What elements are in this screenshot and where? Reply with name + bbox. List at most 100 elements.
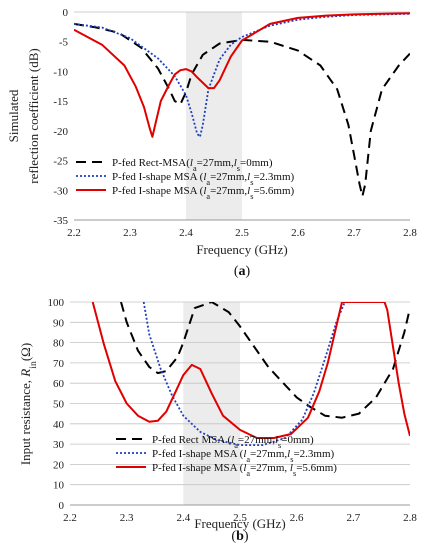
- series-line-3: [74, 12, 410, 138]
- legend-label-part: a: [206, 192, 210, 201]
- y-axis-label: reflection coefficient (dB): [26, 48, 41, 183]
- y-tick-label: -30: [53, 185, 68, 197]
- x-axis-label: Frequency (GHz): [194, 516, 285, 531]
- panel-label-part: ): [244, 529, 249, 544]
- legend-label-part: l: [247, 171, 250, 183]
- y-tick-label: 60: [53, 378, 65, 390]
- series-line-3: [91, 302, 410, 439]
- x-tick-label: 2.6: [291, 227, 305, 239]
- series-line-2: [74, 12, 410, 138]
- y-tick-label: -15: [53, 96, 68, 108]
- legend-label-3: P-fed I-shape MSA (la=27mm, ls=5.6mm): [152, 462, 337, 478]
- x-tick-label: 2.2: [67, 227, 81, 239]
- y-tick-label: -20: [53, 126, 68, 138]
- x-axis-label: Frequency (GHz): [196, 242, 287, 257]
- legend-label-2: P-fed I-shape MSA (la=27mm,ls=2.3mm): [112, 171, 295, 187]
- legend-label-part: s: [250, 178, 253, 187]
- chart-panel-b: 2.2 2.3 2.4 2.5 2.6 2.7 2.8 0 10 20 30 40 50 60 70 80 90…: [18, 297, 417, 544]
- legend-label-part: =5.6mm): [253, 185, 294, 197]
- y-tick-label: 80: [53, 338, 65, 350]
- x-tick-label: 2.8: [403, 227, 417, 239]
- x-tick-label: 2.8: [403, 512, 417, 524]
- legend-label-part: a: [193, 164, 197, 173]
- panel-label-part: (: [231, 529, 236, 544]
- legend-label-part: l: [203, 185, 206, 197]
- y-tick-label: 10: [53, 480, 65, 492]
- legend-label-part: l: [231, 434, 234, 446]
- legend-label-part: s: [290, 455, 293, 464]
- legend-label-part: l: [275, 434, 278, 446]
- legend-label-part: l: [247, 185, 250, 197]
- legend-label-part: s: [278, 441, 281, 450]
- y-axis-label-part: (Ω): [18, 343, 33, 361]
- legend-label-part: P-fed I-shape MSA (: [152, 448, 244, 460]
- legend-label-part: =27mm,: [197, 157, 234, 169]
- panel-label-part: b: [236, 529, 244, 544]
- panel-label-part: (: [234, 264, 239, 279]
- y-tick-label: 40: [53, 419, 65, 431]
- legend-label-part: s: [293, 469, 296, 478]
- x-tick-label: 2.3: [120, 512, 134, 524]
- legend-label-part: =2.3mm): [253, 171, 294, 183]
- legend-label-part: =27mm,: [250, 462, 290, 474]
- y-tick-label: 70: [53, 358, 65, 370]
- y-tick-label: 50: [53, 399, 65, 411]
- legend-label-part: a: [234, 441, 238, 450]
- legend-label-part: l: [243, 462, 246, 474]
- legend-label-part: l: [287, 448, 290, 460]
- legend: P-fed Rect MSA (la=27mm,ls=0mm)P-fed I-s…: [116, 434, 337, 478]
- legend-label-3: P-fed I-shape MSA (la=27mm,ls=5.6mm): [112, 185, 295, 201]
- legend-label-part: l: [243, 448, 246, 460]
- legend-label-part: P-fed I-shape MSA (: [152, 462, 244, 474]
- y-tick-label: 100: [48, 297, 65, 309]
- x-tick-label: 2.5: [235, 227, 249, 239]
- legend-label-part: =27mm,: [210, 171, 247, 183]
- y-tick-label: 90: [53, 317, 65, 329]
- x-tick-label: 2.7: [346, 512, 360, 524]
- series-line-1: [120, 302, 410, 419]
- y-tick-label: 20: [53, 459, 65, 471]
- legend-label-part: =27mm,: [250, 448, 287, 460]
- legend-label-part: l: [190, 157, 193, 169]
- legend-label-part: s: [250, 192, 253, 201]
- legend-label-part: a: [246, 455, 250, 464]
- legend-label-2: P-fed I-shape MSA (la=27mm,ls=2.3mm): [152, 448, 335, 464]
- x-tick-label: 2.4: [176, 512, 190, 524]
- legend-label-part: a: [246, 469, 250, 478]
- y-axis-label: Simulated: [6, 89, 21, 142]
- panel-label-part: ): [246, 264, 251, 279]
- y-axis-label-part: R: [18, 369, 33, 378]
- x-tick-label: 2.2: [63, 512, 77, 524]
- y-tick-label: 0: [63, 7, 69, 19]
- series-line-1: [74, 22, 410, 198]
- legend-label-part: l: [203, 171, 206, 183]
- y-axis-label-part: in: [28, 361, 39, 369]
- y-tick-label: -25: [53, 156, 68, 168]
- legend-label-part: P-fed Rect-MSA(: [112, 157, 190, 169]
- x-tick-label: 2.6: [290, 512, 304, 524]
- y-tick-label: -5: [59, 37, 69, 49]
- legend-label-part: P-fed I-shape MSA (: [112, 185, 204, 197]
- legend-label-part: =2.3mm): [293, 448, 334, 460]
- legend-label-part: a: [206, 178, 210, 187]
- x-tick-label: 2.3: [123, 227, 137, 239]
- legend-label-part: =27mm,: [210, 185, 247, 197]
- legend-label-1: P-fed Rect-MSA(la=27mm,ls=0mm): [112, 157, 273, 173]
- legend-label-part: =5.6mm): [296, 462, 337, 474]
- y-tick-label: 30: [53, 439, 65, 451]
- y-tick-label: -35: [53, 215, 68, 227]
- x-tick-label: 2.4: [179, 227, 193, 239]
- y-axis-label: Input resistance, Rin(Ω): [18, 343, 39, 465]
- legend-label-part: =0mm): [240, 157, 273, 169]
- y-axis-label-part: Input resistance,: [18, 377, 33, 465]
- legend-label-part: l: [290, 462, 293, 474]
- legend-label-part: s: [237, 164, 240, 173]
- x-tick-label: 2.5: [233, 512, 247, 524]
- legend-label-part: =27mm,: [238, 434, 275, 446]
- legend-label-part: =0mm): [281, 434, 314, 446]
- legend-label-part: P-fed Rect MSA (: [152, 434, 231, 446]
- legend: P-fed Rect-MSA(la=27mm,ls=0mm)P-fed I-sh…: [76, 157, 295, 201]
- y-tick-label: 0: [59, 500, 65, 512]
- panel-label-part: a: [239, 264, 246, 279]
